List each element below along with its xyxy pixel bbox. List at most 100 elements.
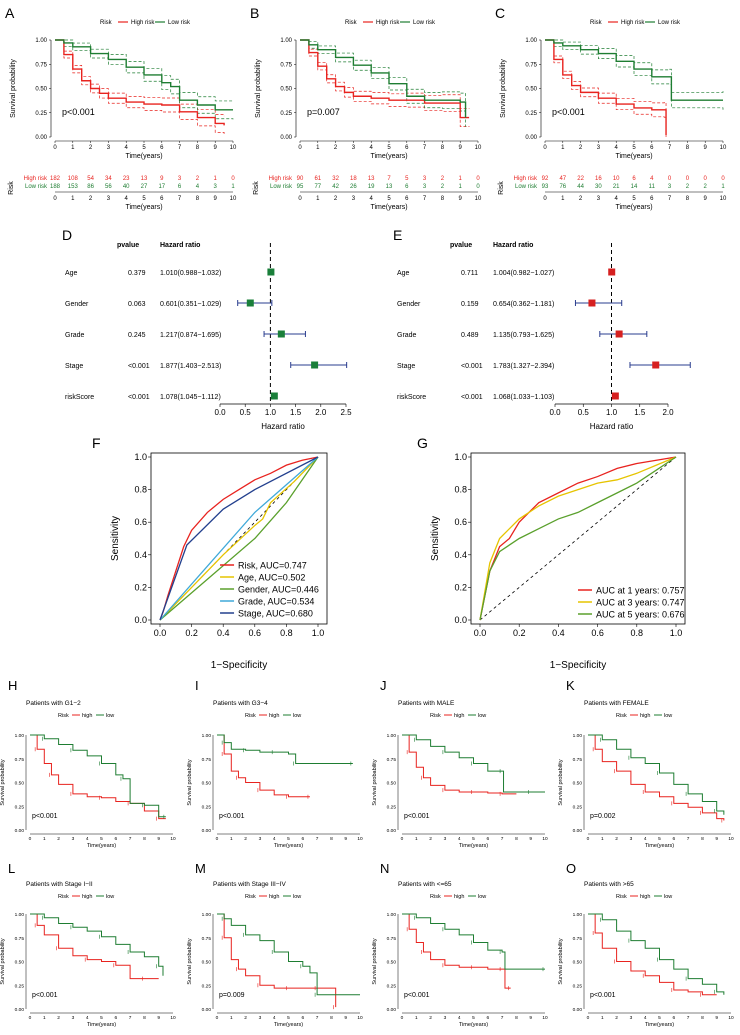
low-risk-curve <box>30 913 164 976</box>
risk-table-tick: 6 <box>650 196 654 202</box>
p-value: p=0.007 <box>307 107 340 117</box>
risk-table-tick: 1 <box>561 196 565 202</box>
y-tick-label: 0.25 <box>15 804 25 810</box>
y-axis-label: Sensitivity <box>110 516 121 561</box>
risk-table-tick: 10 <box>475 196 482 202</box>
km-panel-b: B Risk High risk Low risk 0.00 0.25 0.50 0.75 1.… <box>250 5 482 211</box>
x-tick-label: 7 <box>668 145 672 151</box>
x-tick-label: 8 <box>701 836 704 842</box>
estimate-marker <box>615 330 623 338</box>
x-axis-label: Time(years) <box>87 1022 116 1028</box>
x-tick-label: 1.5 <box>290 408 302 417</box>
legend-high-label: high <box>640 894 650 900</box>
ci-upper-line <box>55 39 234 102</box>
high-risk-curve <box>588 913 717 996</box>
y-tick-label: 1.00 <box>387 733 397 739</box>
risk-count-high: 7 <box>387 176 391 182</box>
risk-count-high: 90 <box>297 176 304 182</box>
forest-row-pvalue: 0.159 <box>461 301 479 308</box>
km-small-panel-n: N Patients with <=65 Risk high low 0.00 0.25 0.… <box>372 861 548 1028</box>
risk-count-low: 4 <box>196 184 200 190</box>
y-tick-label: 0.75 <box>387 936 397 942</box>
risk-table-tick: 8 <box>686 196 690 202</box>
legend-low-label: low <box>664 894 672 900</box>
y-tick-label: 0.00 <box>202 828 212 834</box>
x-tick-label: 1.0 <box>312 628 325 638</box>
diagonal-reference <box>479 456 677 621</box>
x-axis-label: Time(years) <box>87 843 116 849</box>
x-tick-label: 1 <box>43 836 46 842</box>
km-small-panel-h: H Patients with G1−2 Risk high low 0.00 0.25 0.… <box>0 678 176 849</box>
legend-high-label: high <box>640 713 650 719</box>
risk-count-low: 188 <box>50 184 61 190</box>
risk-table-tick: 4 <box>615 196 619 202</box>
x-tick-label: 5 <box>658 1015 661 1021</box>
x-tick-label: 7 <box>687 1015 690 1021</box>
ci-upper-line <box>545 39 724 93</box>
plot-frame <box>470 452 686 625</box>
x-tick-label: 9 <box>704 145 708 151</box>
risk-count-high: 13 <box>368 176 375 182</box>
x-tick-label: 6 <box>301 1015 304 1021</box>
y-tick-label: 0.75 <box>15 936 25 942</box>
risk-count-low: 6 <box>178 184 182 190</box>
low-risk-curve <box>402 734 545 793</box>
p-value: p<0.001 <box>62 107 95 117</box>
x-tick-label: 10 <box>357 836 363 842</box>
risk-count-low: 3 <box>214 184 218 190</box>
roc-curve <box>479 456 677 621</box>
x-tick-label: 1.0 <box>606 408 618 417</box>
estimate-marker <box>311 361 319 369</box>
x-tick-label: 3 <box>259 1015 262 1021</box>
legend-low-label: low <box>293 894 301 900</box>
forest-row-label: riskScore <box>397 394 426 401</box>
risk-count-high: 6 <box>632 176 636 182</box>
risk-count-low: 3 <box>423 184 427 190</box>
x-tick-label: 2 <box>57 1015 60 1021</box>
risk-count-low: 56 <box>105 184 112 190</box>
x-tick-label: 7 <box>501 1015 504 1021</box>
x-tick-label: 0 <box>298 145 302 151</box>
risk-count-low: 11 <box>649 184 656 190</box>
risk-count-high: 13 <box>141 176 148 182</box>
risk-count-high: 18 <box>350 176 357 182</box>
x-tick-label: 0 <box>53 145 57 151</box>
p-value: p=0.009 <box>219 992 245 999</box>
x-tick-label: 0 <box>216 836 219 842</box>
x-tick-label: 4 <box>644 1015 647 1021</box>
forest-row-pvalue: 0.245 <box>128 332 146 339</box>
x-axis-label: Time(years) <box>459 843 488 849</box>
risk-table-xlabel: Time(years) <box>125 204 162 211</box>
x-tick-label: 7 <box>501 836 504 842</box>
p-value: p<0.001 <box>32 992 58 999</box>
x-tick-label: 9 <box>529 1015 532 1021</box>
panel-title: Patients with <=65 <box>398 881 452 888</box>
y-tick-label: 0.25 <box>280 111 292 117</box>
x-axis-label: Time(years) <box>645 1022 674 1028</box>
forest-row-label: Grade <box>397 332 417 339</box>
x-tick-label: 10 <box>170 836 176 842</box>
risk-table-tick: 3 <box>597 196 601 202</box>
y-axis-label: Survival probability <box>0 938 6 984</box>
risk-count-high: 10 <box>613 176 620 182</box>
ci-lower-line <box>300 39 470 127</box>
risk-count-low: 3 <box>668 184 672 190</box>
y-tick-label: 0.75 <box>15 757 25 763</box>
y-tick-label: 1.00 <box>15 733 25 739</box>
x-tick-label: 10 <box>357 1015 363 1021</box>
x-tick-label: 3 <box>72 1015 75 1021</box>
x-tick-label: 0.5 <box>578 408 590 417</box>
panel-title: Patients with >65 <box>584 881 634 888</box>
risk-table-tick: 7 <box>423 196 427 202</box>
panel-letter: A <box>5 5 15 21</box>
x-tick-label: 6 <box>114 836 117 842</box>
p-value: p<0.001 <box>404 813 430 820</box>
y-tick-label: 0.0 <box>454 615 467 625</box>
x-tick-label: 0.6 <box>591 628 604 638</box>
risk-count-low: 13 <box>386 184 393 190</box>
forest-row-pvalue: 0.489 <box>461 332 479 339</box>
legend-label: Stage, AUC=0.680 <box>238 609 313 619</box>
y-tick-label: 0.75 <box>280 62 292 68</box>
x-tick-label: 5 <box>387 145 391 151</box>
x-tick-label: 2 <box>429 1015 432 1021</box>
